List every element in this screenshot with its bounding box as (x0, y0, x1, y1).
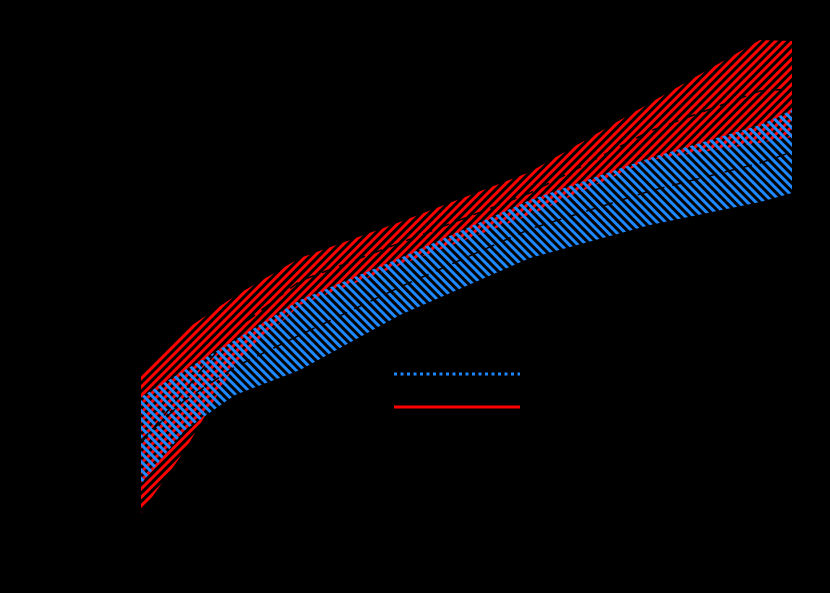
mean-line-series-red (140, 88, 793, 444)
mean-line-series-blue (140, 151, 793, 441)
mean-lines (140, 88, 793, 444)
band-series-red (141, 40, 792, 513)
confidence-bands (141, 40, 792, 513)
band-series-blue (141, 110, 792, 484)
legend (394, 372, 520, 409)
